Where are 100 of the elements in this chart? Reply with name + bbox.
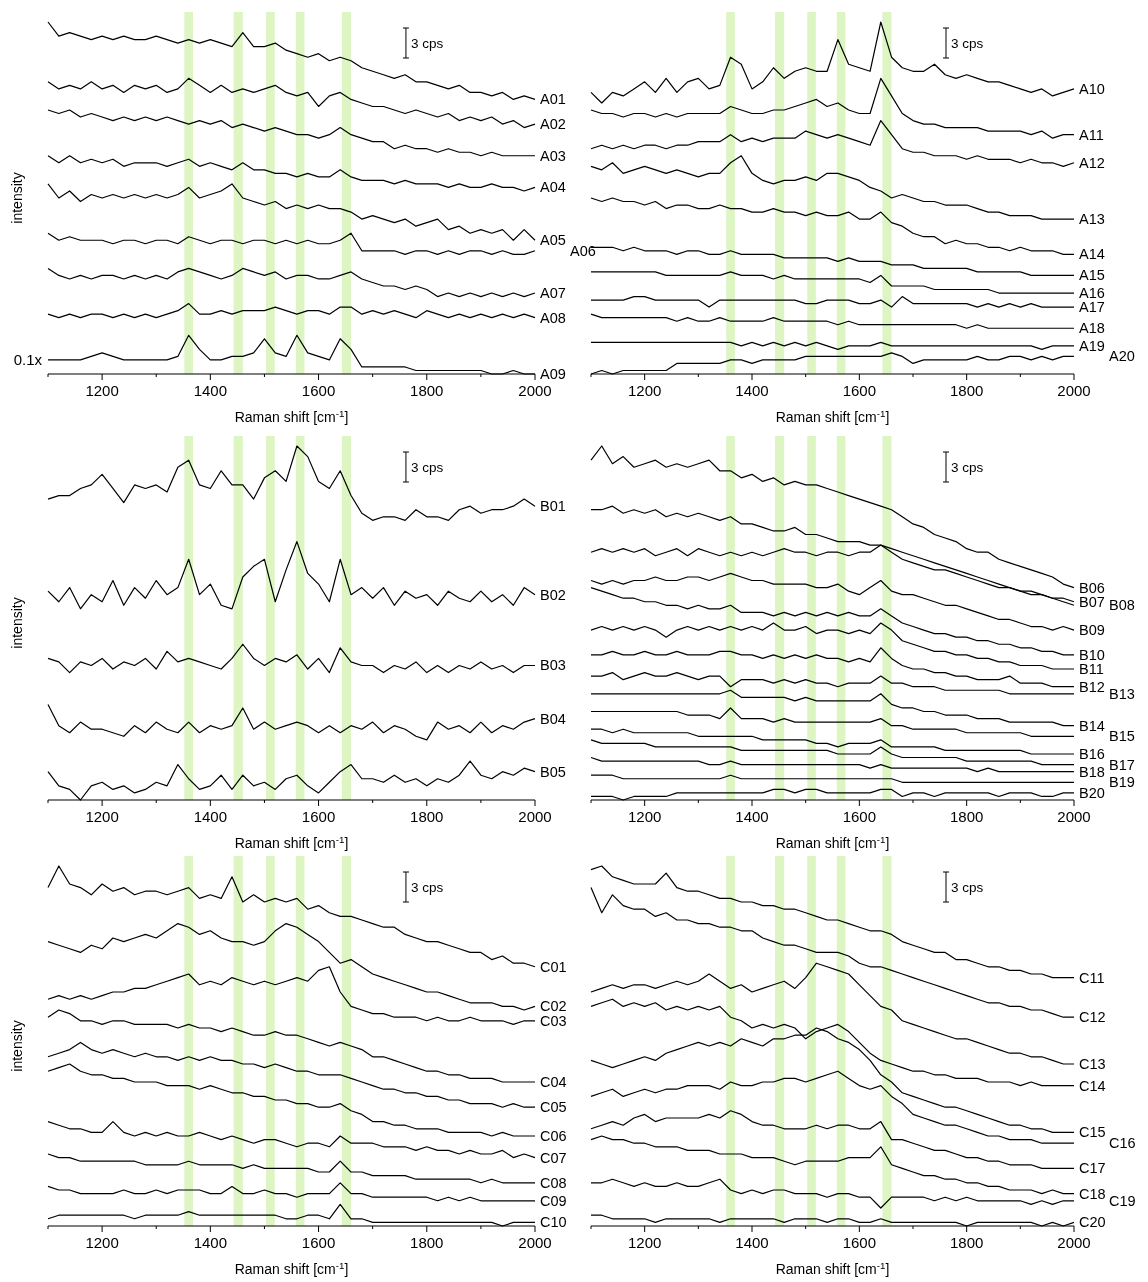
series-label: A14 bbox=[1079, 246, 1105, 263]
series-label: B07 bbox=[1079, 593, 1105, 610]
x-tick-label: 1600 bbox=[301, 808, 336, 825]
annotation: 3 cps bbox=[951, 36, 984, 51]
series-label: C17 bbox=[1079, 1160, 1106, 1177]
series-label: A19 bbox=[1079, 337, 1105, 354]
text: A06 bbox=[570, 242, 596, 259]
series-label: A03 bbox=[540, 147, 566, 164]
x-tick-label: 1200 bbox=[85, 382, 119, 399]
x-tick-label: 1600 bbox=[842, 808, 877, 825]
text: A20 bbox=[1109, 348, 1135, 365]
x-tick-label: 1400 bbox=[193, 382, 228, 399]
x-tick-label: 2000 bbox=[1057, 808, 1091, 825]
series-label: C18 bbox=[1079, 1185, 1106, 1202]
annotation: 0.1x bbox=[13, 350, 43, 368]
x-tick-label: 2000 bbox=[518, 382, 552, 399]
x-axis-title: Raman shift [cm$^{-1}$] bbox=[775, 833, 890, 851]
x-tick-label: 1200 bbox=[627, 808, 662, 825]
series-label: B18 bbox=[1079, 763, 1105, 780]
series-label: A18 bbox=[1079, 320, 1105, 337]
series-label: A12 bbox=[1079, 154, 1105, 171]
x-tick-label: 1800 bbox=[410, 1234, 444, 1251]
x-tick-label: 1600 bbox=[301, 382, 336, 399]
series-label: A10 bbox=[1079, 80, 1105, 97]
annotation: 3 cps bbox=[410, 880, 444, 895]
series-label: B06 bbox=[1079, 579, 1105, 596]
series-label: B04 bbox=[540, 710, 566, 727]
y-axis-title: intensity bbox=[9, 1020, 25, 1072]
series-label: A17 bbox=[1079, 299, 1105, 316]
x-axis-title: Raman shift [cm$^{-1}$] bbox=[234, 833, 349, 851]
x-tick-label: 1600 bbox=[842, 382, 877, 399]
series-label: C09 bbox=[540, 1192, 567, 1209]
series-label: B12 bbox=[1079, 678, 1105, 695]
series-label: C15 bbox=[1079, 1124, 1106, 1141]
series-label: A01 bbox=[540, 91, 566, 108]
series-label: B20 bbox=[1079, 784, 1105, 801]
series-label: C05 bbox=[540, 1099, 567, 1116]
text: B19 bbox=[1109, 774, 1135, 791]
series-label: C08 bbox=[540, 1174, 567, 1191]
x-tick-label: 1600 bbox=[301, 1234, 336, 1251]
x-axis-title: Raman shift [cm$^{-1}$] bbox=[234, 407, 349, 425]
series-label: A05 bbox=[540, 232, 566, 249]
x-tick-label: 1800 bbox=[410, 808, 444, 825]
series-label: C10 bbox=[540, 1214, 567, 1231]
x-tick-label: 1200 bbox=[627, 382, 662, 399]
x-tick-label: 1400 bbox=[193, 808, 228, 825]
text: B08 bbox=[1109, 597, 1135, 614]
series-label: A11 bbox=[1079, 126, 1104, 143]
text: B17 bbox=[1109, 756, 1135, 773]
series-label: C07 bbox=[540, 1149, 567, 1166]
x-tick-label: 1800 bbox=[949, 808, 984, 825]
series-label: B03 bbox=[540, 657, 566, 674]
series-label: C06 bbox=[540, 1128, 567, 1144]
x-tick-label: 2000 bbox=[518, 808, 552, 825]
series-label: C20 bbox=[1079, 1214, 1106, 1231]
x-tick-label: 1400 bbox=[735, 382, 769, 399]
text: C16 bbox=[1109, 1135, 1136, 1152]
x-tick-label: 1200 bbox=[85, 1234, 119, 1251]
x-tick-label: 1800 bbox=[949, 382, 984, 399]
series-label: C12 bbox=[1079, 1009, 1106, 1026]
text: C19 bbox=[1109, 1192, 1136, 1209]
series-label: A13 bbox=[1079, 211, 1105, 228]
x-axis-title: Raman shift [cm$^{-1}$] bbox=[775, 407, 890, 425]
series-label: A09 bbox=[540, 366, 566, 382]
x-tick-label: 2000 bbox=[518, 1234, 552, 1251]
x-tick-label: 1800 bbox=[949, 1234, 984, 1251]
x-tick-label: 1600 bbox=[842, 1234, 877, 1251]
series-label: B11 bbox=[1079, 661, 1104, 678]
x-tick-label: 1200 bbox=[85, 808, 119, 825]
x-tick-label: 1800 bbox=[410, 382, 444, 399]
series-label: A08 bbox=[540, 309, 566, 326]
series-label: B01 bbox=[540, 498, 566, 515]
y-axis-title: intensity bbox=[9, 172, 25, 224]
x-tick-label: 2000 bbox=[1057, 382, 1091, 399]
series-label: C01 bbox=[540, 958, 567, 975]
series-label: A07 bbox=[540, 285, 566, 302]
series-label: C13 bbox=[1079, 1056, 1106, 1072]
x-axis-title: Raman shift [cm$^{-1}$] bbox=[234, 1259, 349, 1277]
series-label: B05 bbox=[540, 763, 566, 780]
series-label: B10 bbox=[1079, 646, 1105, 663]
series-label: B16 bbox=[1079, 745, 1105, 762]
series-label: B09 bbox=[1079, 622, 1105, 639]
series-label: B14 bbox=[1079, 717, 1105, 734]
series-label: C04 bbox=[540, 1074, 567, 1090]
text: B15 bbox=[1109, 728, 1135, 745]
annotation: 3 cps bbox=[951, 460, 984, 475]
x-tick-label: 2000 bbox=[1057, 1234, 1091, 1251]
annotation: 3 cps bbox=[410, 460, 444, 475]
x-tick-label: 1400 bbox=[735, 1234, 769, 1251]
x-tick-label: 1400 bbox=[735, 808, 769, 825]
series-label: C03 bbox=[540, 1012, 567, 1029]
x-tick-label: 1200 bbox=[627, 1234, 662, 1251]
series-label: C11 bbox=[1079, 969, 1105, 986]
series-label: A15 bbox=[1079, 267, 1105, 284]
annotation: 3 cps bbox=[410, 36, 444, 51]
series-label: A16 bbox=[1079, 285, 1105, 302]
text: B13 bbox=[1109, 685, 1135, 702]
series-label: A02 bbox=[540, 116, 566, 133]
series-label: A04 bbox=[540, 179, 566, 196]
series-label: B02 bbox=[540, 586, 566, 603]
